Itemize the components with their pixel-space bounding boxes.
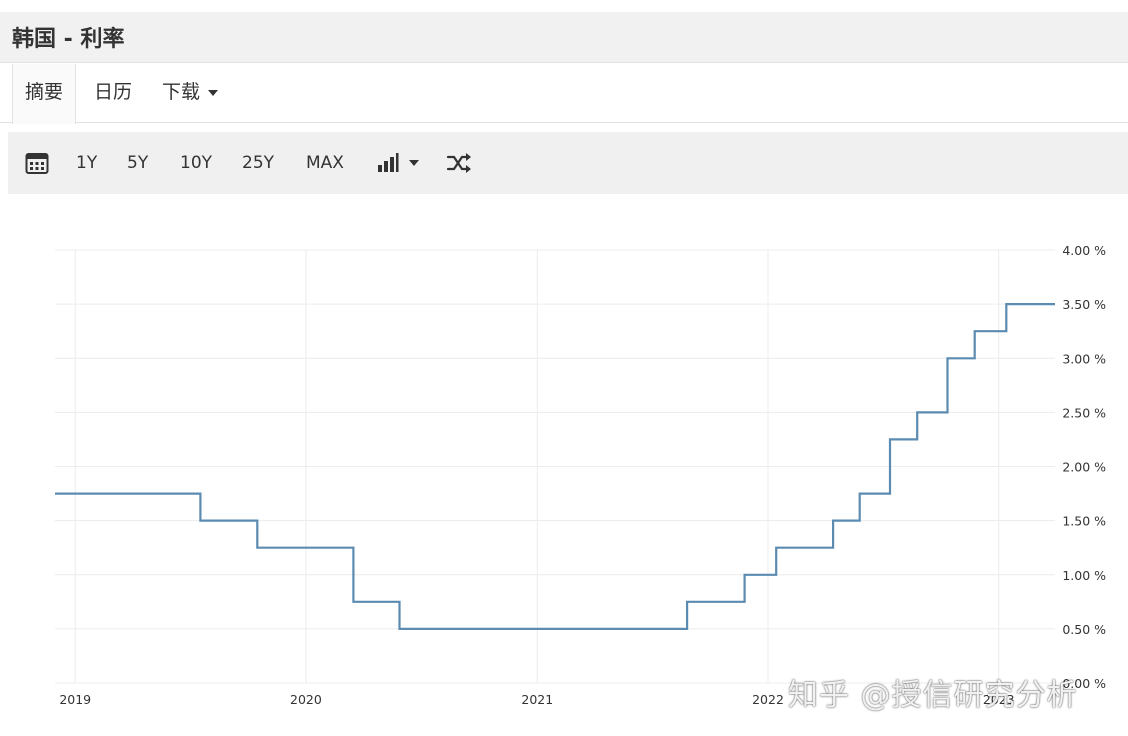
calendar-icon[interactable]: [25, 151, 49, 179]
y-tick-label: 0.00 %: [1062, 676, 1106, 691]
x-tick-label: 2021: [521, 692, 553, 707]
x-tick-label: 2023: [983, 692, 1015, 707]
tab-calendar[interactable]: 日历: [94, 81, 133, 103]
y-tick-label: 1.50 %: [1062, 514, 1106, 529]
range-1y-button[interactable]: 1Y: [76, 153, 98, 173]
caret-down-icon: [409, 160, 419, 166]
y-tick-label: 4.00 %: [1062, 243, 1106, 258]
bar-chart-icon: [378, 153, 399, 172]
y-tick-label: 0.50 %: [1062, 622, 1106, 637]
y-tick-label: 3.00 %: [1062, 351, 1106, 366]
tabs-bar: 摘要 日历 下载: [0, 64, 1128, 124]
chart-grid: [55, 249, 1055, 684]
caret-down-icon: [208, 89, 219, 96]
watermark: 知乎 @授信研究分析: [788, 678, 1078, 713]
tab-summary[interactable]: 摘要: [12, 64, 77, 124]
y-tick-label: 3.50 %: [1062, 297, 1106, 312]
page-title: 韩国 - 利率: [12, 27, 125, 52]
range-max-button[interactable]: MAX: [306, 153, 344, 173]
range-10y-button[interactable]: 10Y: [180, 153, 213, 173]
y-axis-labels: 0.00 % 0.50 % 1.00 % 1.50 % 2.00 % 2.50 % 3.00…: [1062, 243, 1106, 691]
chart-toolbar: 1Y 5Y 10Y 25Y MAX: [8, 132, 1128, 194]
series-line: [55, 303, 1055, 630]
title-bar: 韩国 - 利率: [0, 12, 1128, 63]
x-tick-label: 2020: [290, 692, 322, 707]
chart-marks: [55, 303, 1055, 630]
y-tick-label: 2.50 %: [1062, 405, 1106, 420]
tab-download[interactable]: 下载: [150, 64, 230, 122]
y-tick-label: 2.00 %: [1062, 460, 1106, 475]
x-tick-label: 2022: [752, 692, 784, 707]
range-25y-button[interactable]: 25Y: [242, 153, 275, 173]
shuffle-icon[interactable]: [446, 151, 472, 179]
chart-type-button[interactable]: [376, 152, 424, 178]
x-tick-label: 2019: [59, 692, 91, 707]
x-axis-labels: 2019 2020 2021 2022 2023: [59, 692, 1014, 707]
range-5y-button[interactable]: 5Y: [127, 153, 149, 173]
y-tick-label: 1.00 %: [1062, 568, 1106, 583]
tab-download-label: 下载: [162, 81, 201, 103]
